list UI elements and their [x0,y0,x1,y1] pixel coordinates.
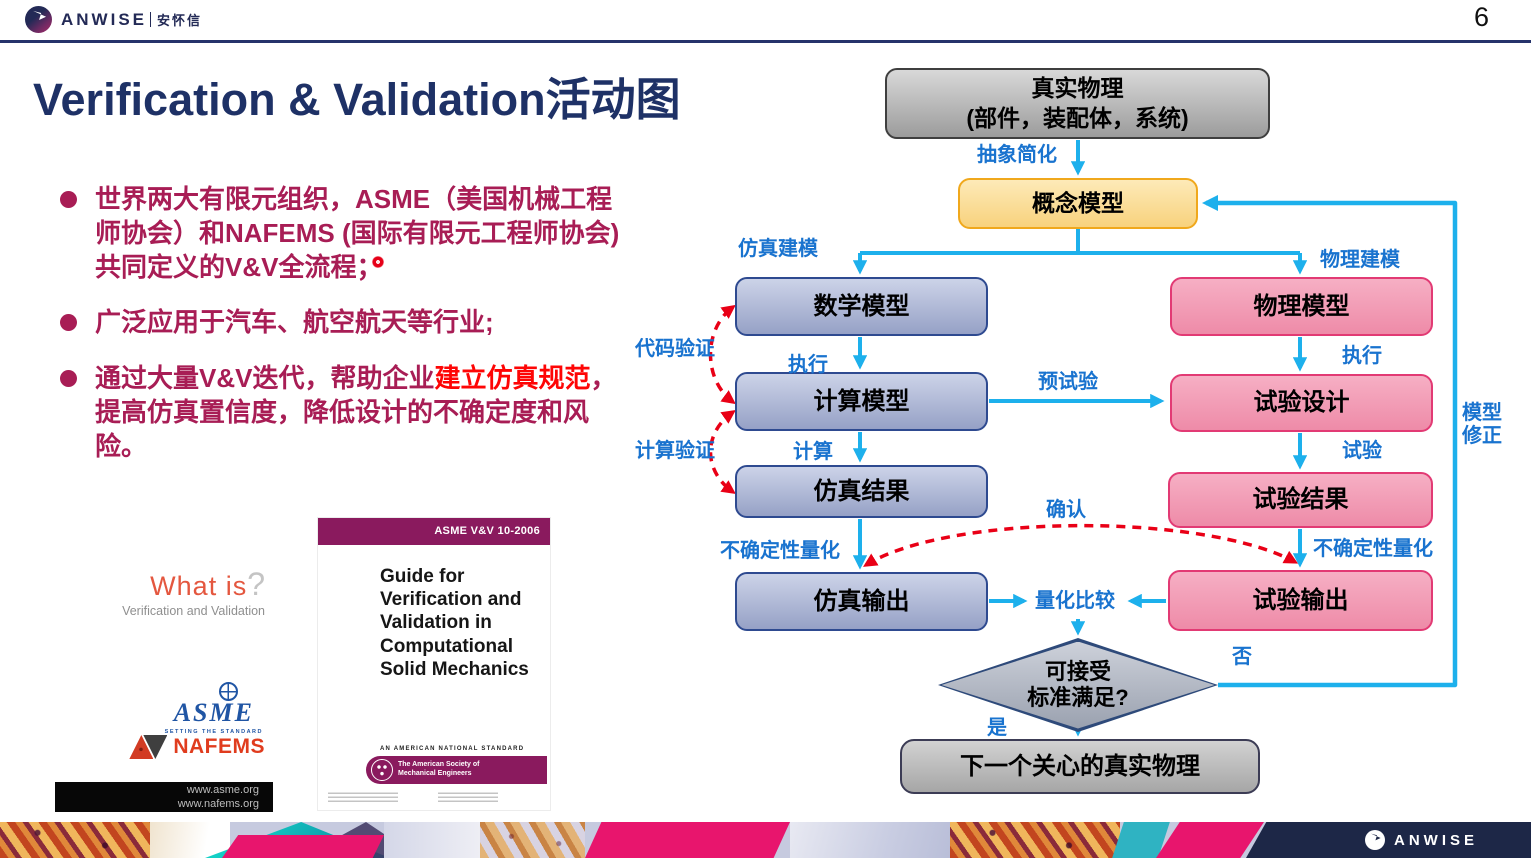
asme-url: www.asme.org [186,784,259,796]
arc-code-verification [708,304,736,405]
logo-divider [150,12,151,27]
bullet-icon [60,314,77,332]
footer-brand-panel: ANWISE [1246,822,1531,858]
book-url-bar: www.asme.org www.nafems.org [55,782,273,812]
label-model-correction: 模型 修正 [1462,402,1502,447]
node-test-design: 试验设计 [1170,374,1433,432]
laser-pointer-dot [372,256,384,268]
footer-shape [790,822,950,858]
footer-shape [384,822,484,858]
label-test: 试验 [1342,440,1382,462]
asme-seal-icon [371,759,393,781]
header-bar: ANWISE 安怀信 6 [0,0,1531,43]
asme-society-bar: The American Society of Mechanical Engin… [366,756,547,784]
node-test-output: 试验输出 [1168,570,1433,631]
label-yes: 是 [987,717,1007,739]
anwise-logo: ANWISE 安怀信 [25,6,202,33]
footer-shape [585,822,790,858]
label-calculate: 计算 [793,441,833,463]
bullet-list: 世界两大有限元组织，ASME（美国机械工程师协会）和NAFEMS (国际有限元工… [60,183,620,486]
arc-confirm [863,523,1299,567]
brand-name-cn: 安怀信 [157,13,203,28]
bullet-item: 广泛应用于汽车、航空航天等行业; [60,306,620,340]
bullet-text: 广泛应用于汽车、航空航天等行业; [95,307,494,338]
node-compute-model: 计算模型 [735,372,988,431]
anwise-logo-icon [25,6,52,33]
what-is-heading: What is? Verification and Validation [122,566,265,618]
footer-mosaic [0,822,150,858]
bullet-icon [60,370,77,388]
label-sim-modeling: 仿真建模 [738,238,818,260]
footer-mosaic [950,822,1120,858]
node-real-physics: 真实物理 (部件，装配体，系统) [885,68,1270,139]
label-pre-test: 预试验 [1038,371,1098,393]
question-mark: ? [247,566,265,602]
node-sim-output: 仿真输出 [735,572,988,631]
node-sim-result: 仿真结果 [735,465,988,518]
bullet-text: 世界两大有限元组织，ASME（美国机械工程师协会）和NAFEMS (国际有限元工… [95,184,620,282]
label-abstract-simplify: 抽象简化 [977,144,1057,166]
label-quant-compare: 量化比较 [1035,590,1115,612]
footer-anwise-logo: ANWISE [1365,830,1478,850]
nafems-url: www.nafems.org [177,797,259,810]
arc-calc-verification [708,409,736,495]
slide-title: Verification & Validation活动图 [33,74,681,125]
anwise-logo-icon [1365,830,1385,850]
bullet-icon [60,191,77,208]
footer-mosaic [480,822,585,858]
asme-logo: ASME SETTING THE STANDARD [165,680,263,735]
label-no: 否 [1232,646,1252,668]
bullet-item: 世界两大有限元组织，ASME（美国机械工程师协会）和NAFEMS (国际有限元工… [60,183,620,284]
footer-banner: ANWISE [0,822,1531,858]
footer-shape [1156,822,1264,858]
label-code-verification: 代码验证 [635,338,715,360]
nafems-logo: NAFEMS [129,735,265,759]
label-confirm: 确认 [1046,499,1086,521]
label-uq-right: 不确定性量化 [1313,538,1433,560]
fine-print [438,792,498,802]
node-test-result: 试验结果 [1168,472,1433,528]
footer-shape [150,822,230,858]
footer-shape [222,835,384,858]
page-number: 6 [1473,2,1489,32]
node-physical-model: 物理模型 [1170,277,1433,336]
national-standard-label: AN AMERICAN NATIONAL STANDARD [380,746,525,752]
brand-name: ANWISE [61,9,147,29]
label-execute-right: 执行 [1342,345,1382,367]
globe-icon [219,682,239,701]
node-math-model: 数学模型 [735,277,988,336]
bullet-text: 通过大量V&V迭代，帮助企业建立仿真规范，提高仿真置信度，降低设计的不确定度和风… [95,363,617,461]
standard-code: ASME V&V 10-2006 [318,518,550,545]
label-physical-modeling: 物理建模 [1320,249,1400,271]
node-next-physics: 下一个关心的真实物理 [900,739,1260,794]
node-concept-model: 概念模型 [958,178,1198,229]
fine-print [328,792,398,802]
book-cover-asme-guide: ASME V&V 10-2006 Guide for Verification … [318,518,550,810]
label-execute-left: 执行 [788,354,828,376]
bullet-item: 通过大量V&V迭代，帮助企业建立仿真规范，提高仿真置信度，降低设计的不确定度和风… [60,362,620,463]
book-cover-what-is-vv: What is? Verification and Validation ASM… [55,520,273,812]
arrow-model-correction-loop [1201,194,1458,688]
label-uq-left: 不确定性量化 [720,540,840,562]
book-title: Guide for Verification and Validation in… [380,566,529,680]
label-calc-verification: 计算验证 [635,440,715,462]
